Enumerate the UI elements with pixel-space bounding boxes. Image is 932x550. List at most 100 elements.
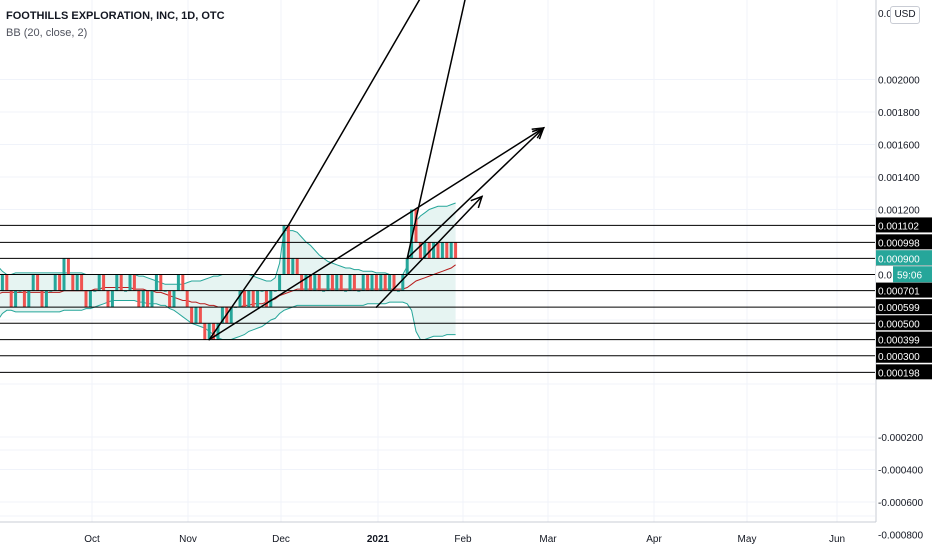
- candle-body: [168, 290, 172, 307]
- candle: [154, 274, 158, 291]
- candle: [401, 274, 405, 291]
- candle-body: [295, 258, 299, 275]
- candle: [330, 274, 334, 291]
- candle-body: [269, 290, 273, 307]
- candle-body: [282, 225, 286, 275]
- candle-body: [128, 274, 132, 291]
- indicator-label[interactable]: BB (20, close, 2): [6, 27, 88, 39]
- candle: [53, 274, 57, 291]
- candle-body: [335, 274, 339, 291]
- currency-button[interactable]: USD: [890, 6, 920, 24]
- x-tick-label: Jun: [829, 534, 845, 545]
- y-tick-label: -0.000800: [878, 531, 923, 542]
- x-tick-label: Oct: [84, 534, 100, 545]
- candle: [308, 274, 312, 291]
- x-tick-label: Dec: [272, 534, 290, 545]
- candle: [71, 274, 75, 291]
- candle-body: [172, 290, 176, 307]
- arrow-head: [531, 126, 545, 140]
- candle-body: [427, 242, 431, 259]
- candle-body: [454, 242, 458, 259]
- level-tag-label: 0.001102: [878, 221, 919, 232]
- candle: [128, 274, 132, 291]
- countdown-tag: [893, 266, 932, 283]
- candle: [181, 274, 185, 291]
- trend-lines: [208, 0, 546, 341]
- candle: [163, 290, 167, 292]
- candle: [445, 242, 449, 259]
- candle: [40, 290, 44, 307]
- candle-body: [291, 258, 295, 275]
- candle: [432, 242, 436, 259]
- candle-body: [242, 290, 246, 307]
- candle-body: [49, 290, 53, 292]
- candle-body: [366, 274, 370, 291]
- candle: [405, 258, 409, 275]
- level-tag: [876, 364, 932, 380]
- candle: [124, 290, 128, 292]
- candle: [410, 209, 414, 259]
- candle: [97, 274, 101, 291]
- candle: [9, 290, 13, 307]
- candle-body: [348, 274, 352, 291]
- candle: [31, 274, 35, 291]
- level-tag: [876, 347, 932, 363]
- candle-body: [185, 290, 189, 307]
- candle-body: [326, 274, 330, 291]
- y-tick-label: 0.0: [878, 9, 892, 20]
- candle: [238, 290, 242, 307]
- time-axis[interactable]: Oct Nov Dec 2021 Feb Mar Apr May Jun: [84, 534, 845, 545]
- candle-body: [71, 274, 75, 291]
- candle-body: [220, 307, 224, 324]
- candle-body: [194, 307, 198, 324]
- y-tick-label: 0.001600: [878, 141, 920, 152]
- candle-body: [203, 323, 207, 340]
- candle-body: [154, 274, 158, 291]
- candle-body: [436, 242, 440, 259]
- candle-body: [330, 274, 334, 291]
- price-axis[interactable]: 0.0 0.002000 0.001800 0.001600 0.001400 0.001…: [876, 9, 932, 542]
- symbol-title[interactable]: FOOTHILLS EXPLORATION, INC, 1D, OTC: [6, 10, 225, 22]
- candle: [159, 274, 163, 291]
- y-tick-label: 0.001200: [878, 206, 920, 217]
- candle: [141, 290, 145, 307]
- level-tag: [876, 217, 932, 233]
- candle: [27, 290, 31, 307]
- candle-body: [273, 290, 277, 292]
- candle: [146, 290, 150, 307]
- candle-body: [238, 290, 242, 307]
- candle: [198, 307, 202, 324]
- candle: [66, 258, 70, 275]
- candle: [110, 290, 114, 307]
- candle: [251, 290, 255, 307]
- candle: [366, 274, 370, 291]
- candle-body: [256, 290, 260, 307]
- candle-body: [423, 242, 427, 259]
- candle: [106, 290, 110, 307]
- candle: [207, 323, 211, 340]
- candle: [352, 274, 356, 291]
- candle-body: [304, 274, 308, 291]
- level-tag-label: 0.000599: [878, 303, 920, 314]
- candle-body: [5, 274, 9, 291]
- candle: [278, 274, 282, 291]
- candle-body: [251, 290, 255, 307]
- candle-body: [124, 290, 128, 292]
- level-tag: [876, 315, 932, 331]
- candle: [388, 274, 392, 291]
- candle-body: [53, 274, 57, 291]
- candle-body: [66, 258, 70, 275]
- candle: [449, 242, 453, 259]
- candle-body: [97, 274, 101, 291]
- x-tick-label: May: [738, 534, 757, 545]
- candle-body: [137, 290, 141, 307]
- candle-body: [84, 290, 88, 307]
- candle-body: [36, 274, 40, 291]
- y-tick-label: 0.001800: [878, 108, 920, 119]
- candle: [150, 290, 154, 307]
- level-tag-label: 0.000198: [878, 368, 920, 379]
- trend-line: [208, 127, 545, 341]
- candle: [357, 290, 361, 292]
- candle-body: [198, 307, 202, 324]
